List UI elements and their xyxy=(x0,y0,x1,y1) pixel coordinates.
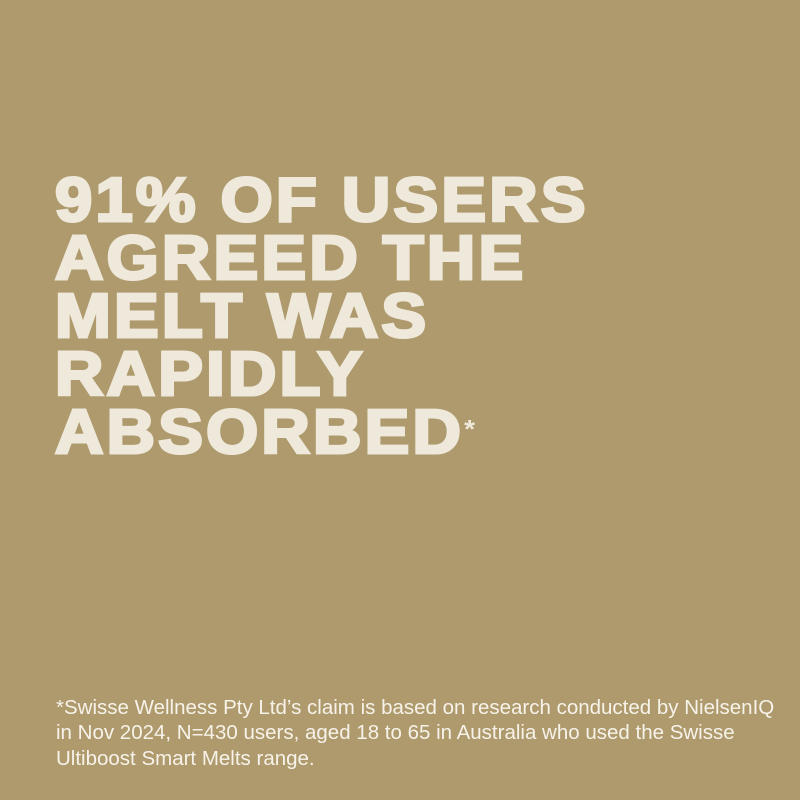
headline-line: 91% OF USERS xyxy=(53,166,589,235)
headline-line: MELT WAS xyxy=(53,282,430,351)
headline-line: RAPIDLY xyxy=(53,340,366,409)
headline: 91% OF USERS AGREED THE MELT WAS RAPIDLY… xyxy=(53,166,589,465)
headline-line: ABSORBED xyxy=(53,398,465,467)
footnote-marker: * xyxy=(464,414,476,444)
headline-line-last: ABSORBED* xyxy=(53,400,589,465)
footnote-disclaimer: *Swisse Wellness Pty Ltd’s claim is base… xyxy=(56,695,775,770)
headline-line: AGREED THE xyxy=(53,224,527,293)
